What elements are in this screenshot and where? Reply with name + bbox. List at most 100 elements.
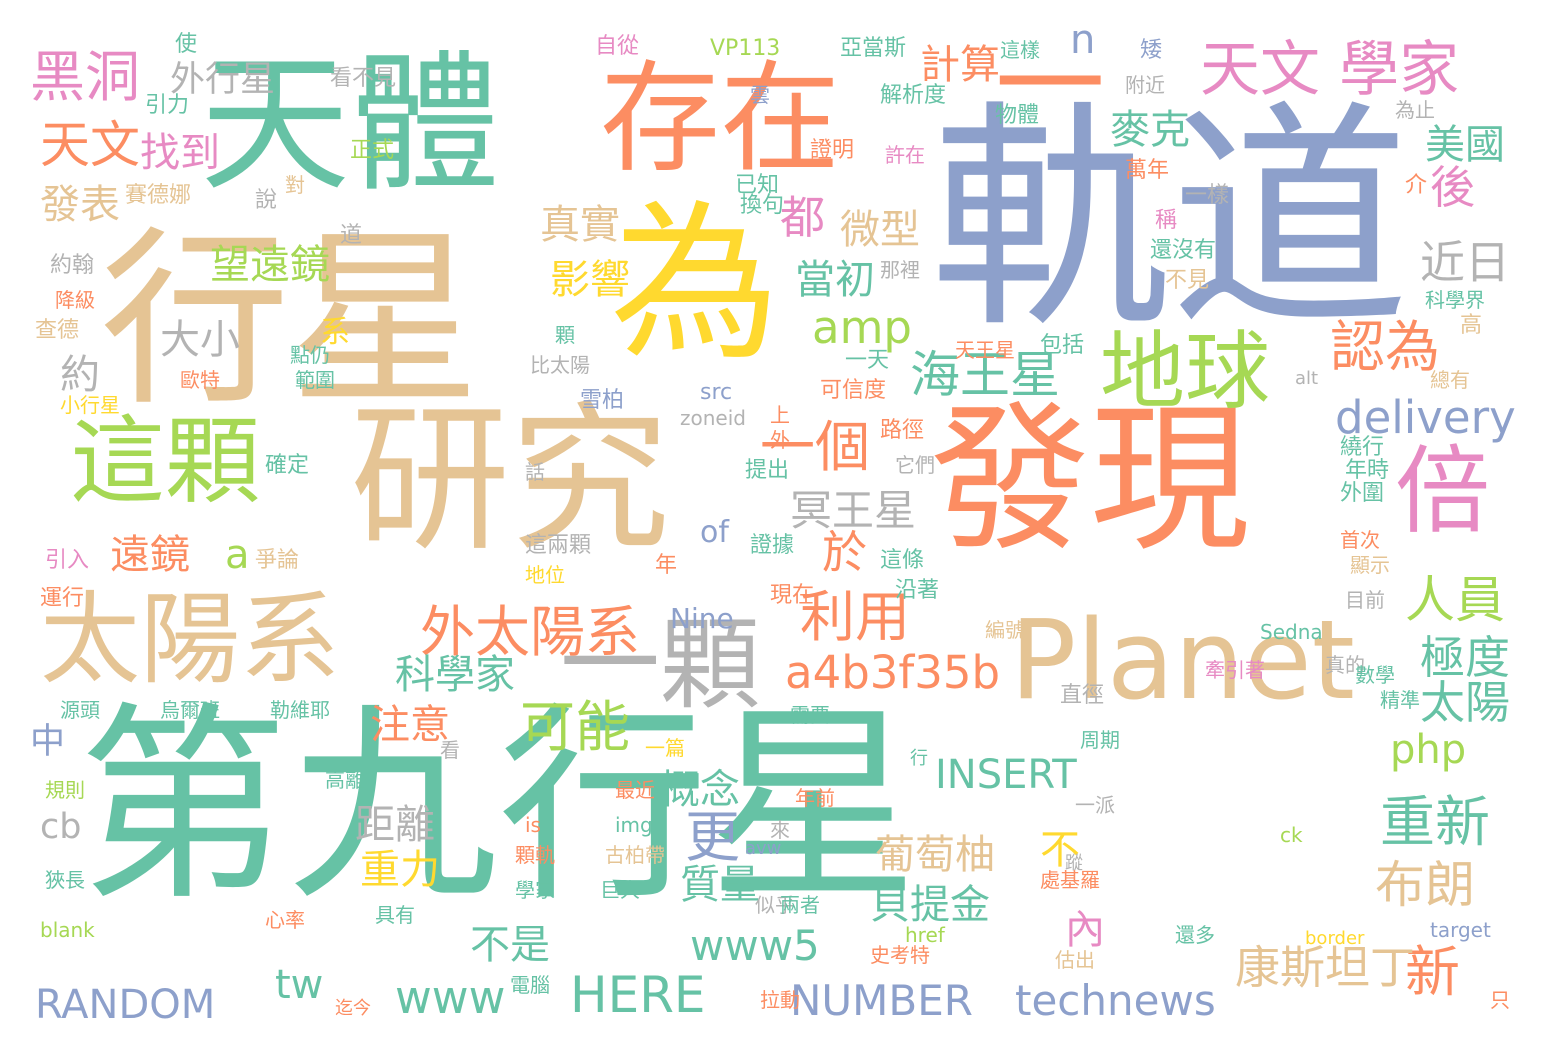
word-cloud-word: 距離 [355, 802, 435, 848]
word-cloud-word: 查德 [35, 318, 80, 343]
word-cloud-word: 心率 [265, 908, 305, 932]
word-cloud-word: 自從 [595, 34, 640, 59]
word-cloud-word: n [1070, 17, 1096, 63]
word-cloud-word: 學家 [515, 878, 555, 902]
word-cloud-word: 年時 [1345, 458, 1390, 483]
word-cloud-word: 顆軌 [515, 843, 555, 867]
word-cloud-word: 重力 [360, 847, 440, 893]
word-cloud-word: 極度 [1420, 631, 1511, 684]
word-cloud-word: 它們 [895, 453, 935, 477]
word-cloud-word: 康斯坦丁 [1235, 941, 1416, 994]
word-cloud-word: 麥克 [1110, 107, 1190, 153]
word-cloud-word: 沿著 [895, 578, 940, 603]
word-cloud-word: 太陽系 [40, 581, 340, 698]
word-cloud-word: 年 [655, 553, 678, 578]
word-cloud-word: 道 [340, 223, 363, 248]
word-cloud-word: tw [275, 962, 324, 1008]
word-cloud-word: 大小 [160, 317, 240, 363]
word-cloud-word: 更 [685, 805, 741, 869]
word-cloud-word: www [395, 971, 506, 1024]
word-cloud-word: 看不見 [330, 66, 397, 91]
word-cloud-word: 約翰 [50, 253, 95, 278]
word-cloud-word: 顯示 [1350, 553, 1390, 577]
word-cloud-word: 於 [822, 526, 868, 579]
word-cloud-word: zoneid [680, 406, 746, 430]
word-cloud-word: 黑洞 [30, 45, 141, 109]
word-cloud-word: 高離 [325, 768, 365, 792]
word-cloud-word: 當初 [795, 257, 875, 303]
word-cloud-word: src [700, 380, 733, 405]
word-cloud-word: 倍 [1395, 437, 1491, 547]
word-cloud-word: 一樣 [1185, 183, 1230, 208]
word-cloud-word: 估出 [1055, 948, 1095, 972]
word-cloud-word: 那裡 [880, 258, 920, 282]
word-cloud-word: 一個 [760, 415, 871, 479]
word-cloud-word: 賽德娜 [125, 183, 192, 208]
word-cloud-word: 太陽 [1420, 676, 1511, 729]
word-cloud-word: 約 [60, 352, 100, 398]
word-cloud-word: Planet [1010, 596, 1355, 724]
word-cloud-word: 高 [1460, 313, 1483, 338]
word-cloud-word: 影響 [550, 257, 630, 303]
word-cloud-word: border [1305, 928, 1365, 949]
word-cloud-word: href [905, 923, 945, 947]
word-cloud-word: 換句 [740, 193, 785, 218]
word-cloud-word: 葡萄柚 [875, 832, 995, 878]
word-cloud-word: 這兩顆 [525, 533, 592, 558]
word-cloud-word: 精準 [1380, 688, 1420, 712]
word-cloud-word: 地球 [1100, 323, 1271, 422]
word-cloud-word: 發表 [40, 182, 120, 228]
word-cloud-word: 繞行 [1340, 435, 1385, 460]
word-cloud-word: 利用 [800, 585, 911, 649]
word-cloud-word: 行 [910, 748, 928, 769]
word-cloud-word: 引入 [45, 548, 90, 573]
word-cloud-word: 天文 學家 [1200, 35, 1460, 105]
word-cloud-word: 望遠鏡 [210, 242, 330, 288]
word-cloud-word: 顆 [555, 323, 575, 347]
word-cloud-word: 海王星 [910, 346, 1060, 404]
word-cloud-word: 發現 [930, 386, 1251, 573]
word-cloud-word: 提出 [745, 458, 790, 483]
word-cloud-word: 不是 [470, 922, 550, 968]
word-cloud-word: 亞當斯 [840, 36, 907, 61]
word-cloud-word: 天體 [200, 38, 501, 212]
word-cloud-word: 雲 [750, 83, 770, 107]
word-cloud-word: 科學家 [395, 652, 515, 698]
word-cloud-word: 小行星 [60, 393, 120, 417]
word-cloud-word: 似乎 [755, 893, 795, 917]
word-cloud-word: blank [40, 918, 95, 942]
word-cloud-word: 話 [525, 460, 545, 484]
word-cloud-word: 一 [995, 21, 1105, 149]
word-cloud-word: is [525, 813, 541, 837]
word-cloud-word: 不見 [1165, 268, 1210, 293]
word-cloud-word: 源頭 [60, 698, 100, 722]
word-cloud-word: 真的 [1325, 653, 1365, 677]
word-cloud-word: cb [40, 807, 82, 847]
word-cloud-word: amp [812, 301, 912, 354]
word-cloud-word: 周期 [1080, 728, 1120, 752]
word-cloud-word: 還沒有 [1150, 238, 1217, 263]
word-cloud-word: 可信度 [820, 378, 887, 403]
word-cloud-word: 找到 [140, 130, 220, 176]
word-cloud-word: 勒維耶 [270, 698, 330, 722]
word-cloud-word: 運行 [40, 586, 85, 611]
word-cloud-word: 說 [255, 188, 278, 213]
word-cloud-word: 稱 [1155, 208, 1178, 233]
word-cloud-word: 計算 [920, 42, 1000, 88]
word-cloud-word: 科學界 [1425, 288, 1485, 312]
word-cloud-word: 正式 [350, 138, 395, 163]
word-cloud-word: 近日 [1420, 236, 1511, 289]
word-cloud-word: 還多 [1175, 923, 1215, 947]
word-cloud-word: Sedna [1260, 620, 1323, 644]
word-cloud-word: 上 [770, 403, 790, 427]
word-cloud-word: 包括 [1040, 333, 1085, 358]
word-cloud-word: of [700, 515, 729, 550]
word-cloud-word: 存在 [600, 50, 840, 189]
word-cloud-word: 歐特 [180, 368, 220, 392]
word-cloud-word: 迄今 [335, 998, 371, 1019]
word-cloud-word: 蹤 [1065, 853, 1083, 874]
word-cloud-word: 一天 [845, 348, 890, 373]
word-cloud-word: 行星 [100, 210, 481, 431]
word-cloud-word: 天王星 [955, 338, 1015, 362]
